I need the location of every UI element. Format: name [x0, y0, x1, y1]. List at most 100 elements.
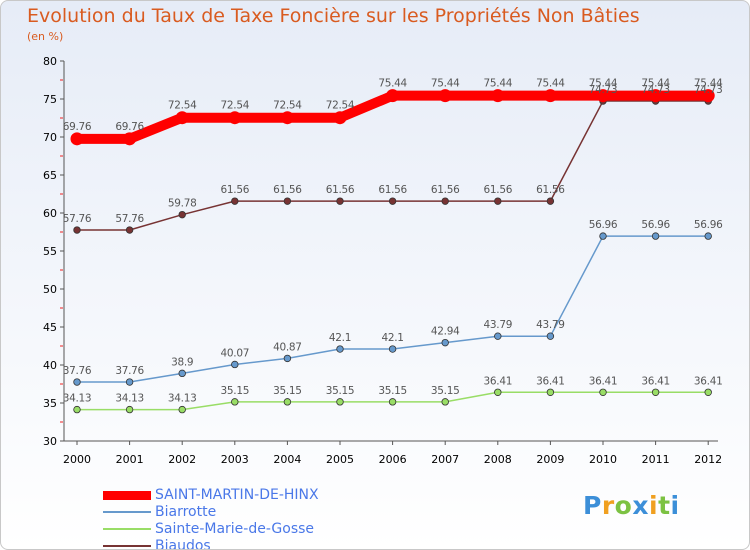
x-tick-label: 2006	[379, 453, 407, 466]
data-label: 61.56	[536, 184, 565, 196]
data-point	[178, 369, 186, 378]
legend-swatch	[103, 528, 151, 530]
proxiti-logo: Proxiti	[583, 491, 680, 520]
x-tick-label: 2002	[168, 453, 196, 466]
y-tick-label: 70	[43, 131, 57, 144]
x-tick-label: 2007	[431, 453, 459, 466]
legend-label: Sainte-Marie-de-Gosse	[155, 521, 315, 537]
data-point	[651, 388, 660, 396]
data-point	[494, 197, 502, 205]
logo-letter: i	[670, 491, 680, 520]
data-label: 35.15	[431, 385, 460, 397]
legend-swatch	[103, 511, 151, 513]
data-label: 36.41	[484, 375, 513, 387]
data-label: 36.41	[694, 375, 723, 387]
data-label: 35.15	[221, 385, 250, 397]
data-label: 72.54	[168, 100, 197, 112]
data-point	[441, 338, 449, 347]
data-label: 74.73	[694, 84, 723, 96]
y-tick-label: 50	[43, 283, 57, 296]
data-label: 36.41	[536, 375, 565, 387]
logo-letter: o	[614, 491, 633, 520]
data-point	[178, 210, 186, 219]
data-label: 75.44	[641, 78, 670, 90]
data-point	[494, 332, 502, 340]
logo-letter: t	[658, 491, 671, 520]
data-label: 40.07	[221, 347, 250, 359]
series-saint-martin-de-hinx	[70, 89, 715, 146]
legend-label: Biaudos	[155, 538, 211, 550]
legend-label: SAINT-MARTIN-DE-HINX	[155, 487, 319, 503]
series-biarrotte	[73, 232, 712, 386]
logo-letter: r	[601, 491, 615, 520]
series-sainte-marie-de-gosse	[73, 388, 712, 414]
data-label: 38.9	[171, 356, 193, 368]
data-point	[438, 89, 452, 103]
data-label: 57.76	[63, 213, 92, 225]
data-label: 35.15	[378, 385, 407, 397]
data-point	[441, 197, 449, 205]
data-point	[280, 111, 294, 125]
x-tick-label: 2003	[221, 453, 249, 466]
data-label: 61.56	[221, 184, 250, 196]
data-point	[123, 132, 137, 146]
data-label: 72.54	[221, 100, 250, 112]
x-tick-label: 2008	[484, 453, 512, 466]
y-tick-label: 40	[43, 359, 57, 372]
data-label: 61.56	[484, 184, 513, 196]
data-point	[546, 332, 555, 340]
logo-letter: P	[583, 491, 602, 520]
data-label: 56.96	[641, 219, 670, 231]
data-label: 61.56	[326, 184, 355, 196]
data-label: 43.79	[536, 319, 565, 331]
data-point	[546, 197, 555, 205]
data-label: 34.13	[168, 393, 197, 405]
data-label: 61.56	[378, 184, 407, 196]
chart-title: Evolution du Taux de Taxe Foncière sur l…	[27, 5, 640, 27]
data-point	[388, 197, 397, 205]
data-point	[336, 398, 344, 406]
data-point	[125, 378, 134, 386]
y-tick-label: 80	[43, 55, 57, 68]
x-tick-label: 2012	[694, 453, 722, 466]
data-label: 75.44	[378, 78, 407, 90]
legend-label: Biarrotte	[155, 504, 217, 520]
data-point	[336, 345, 344, 353]
data-label: 42.1	[329, 332, 351, 344]
data-label: 42.1	[382, 332, 404, 344]
x-tick-label: 2004	[273, 453, 301, 466]
y-tick-label: 35	[43, 397, 57, 410]
data-label: 75.44	[694, 78, 723, 90]
y-tick-label: 75	[43, 93, 57, 106]
data-point	[704, 388, 712, 396]
logo-letter: x	[632, 491, 649, 520]
data-labels: 34.13 34.13 34.13 35.15 35.15 35.15 35.15 35.15…	[63, 78, 724, 405]
y-tick-label: 55	[43, 245, 57, 258]
data-point	[73, 405, 81, 414]
data-point	[546, 388, 555, 396]
data-point	[283, 354, 292, 363]
data-point	[543, 89, 557, 103]
data-label: 37.76	[115, 365, 144, 377]
data-point	[596, 89, 610, 103]
x-tick-label: 2010	[589, 453, 617, 466]
data-label: 75.44	[431, 78, 460, 90]
data-label: 74.73	[589, 84, 618, 96]
data-label: 59.78	[168, 198, 197, 210]
x-tick-label: 2000	[63, 453, 91, 466]
data-label: 56.96	[589, 219, 618, 231]
data-label: 74.73	[641, 84, 670, 96]
data-label: 75.44	[484, 78, 513, 90]
x-tick-label: 2011	[642, 453, 670, 466]
data-label: 34.13	[115, 393, 144, 405]
y-axis-unit: (en %)	[27, 30, 64, 43]
series-layer	[70, 89, 715, 414]
data-point	[494, 388, 502, 396]
data-point	[599, 388, 607, 396]
data-point	[73, 226, 81, 234]
data-point	[386, 89, 400, 103]
data-label: 75.44	[589, 78, 618, 90]
data-label: 35.15	[273, 385, 302, 397]
legend-swatch	[103, 545, 151, 547]
